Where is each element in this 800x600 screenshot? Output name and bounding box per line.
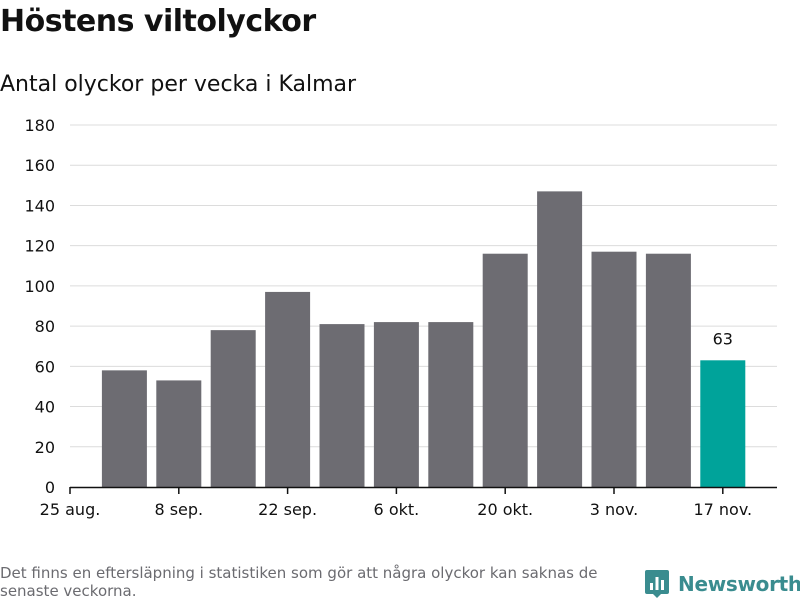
y-tick-label: 80	[35, 317, 55, 336]
y-tick-label: 40	[35, 398, 55, 417]
x-tick-label: 20 okt.	[477, 500, 533, 519]
bar	[645, 253, 691, 487]
bar-chart-logo-icon	[645, 570, 669, 598]
x-tick-label: 22 sep.	[258, 500, 317, 519]
x-tick-label: 25 aug.	[40, 500, 101, 519]
bar	[537, 191, 583, 487]
chart-title: Höstens viltolyckor	[0, 4, 316, 39]
bar	[482, 253, 528, 487]
bar	[428, 322, 474, 487]
bar	[700, 360, 746, 487]
bar-chart: 0 20 40 60 80 100 120 140 160 180 63 25 aug. 8 sep. 2…	[24, 116, 777, 519]
footnote: Det finns en eftersläpning i statistiken…	[0, 564, 598, 600]
newsworthy-logo: Newsworthy	[644, 568, 800, 600]
y-tick-label: 160	[24, 156, 55, 175]
x-tick-label: 3 nov.	[590, 500, 639, 519]
bar	[156, 380, 202, 487]
bar	[373, 322, 419, 487]
x-tick-label: 17 nov.	[693, 500, 752, 519]
bar	[210, 330, 256, 487]
y-tick-label: 140	[24, 196, 55, 215]
y-tick-label: 60	[35, 357, 55, 376]
y-tick-label: 20	[35, 438, 55, 457]
brand-name: Newsworthy	[678, 572, 800, 596]
x-tick-label: 8 sep.	[154, 500, 203, 519]
bar	[101, 370, 147, 487]
bar	[319, 324, 365, 487]
x-tick-label: 6 okt.	[374, 500, 420, 519]
bar	[591, 251, 637, 487]
chart-subtitle: Antal olyckor per vecka i Kalmar	[0, 72, 357, 97]
bar	[265, 291, 311, 487]
data-label: 63	[713, 329, 733, 348]
y-tick-label: 120	[24, 237, 55, 256]
y-tick-label: 0	[45, 478, 55, 497]
y-tick-label: 100	[24, 277, 55, 296]
y-tick-label: 180	[24, 116, 55, 135]
